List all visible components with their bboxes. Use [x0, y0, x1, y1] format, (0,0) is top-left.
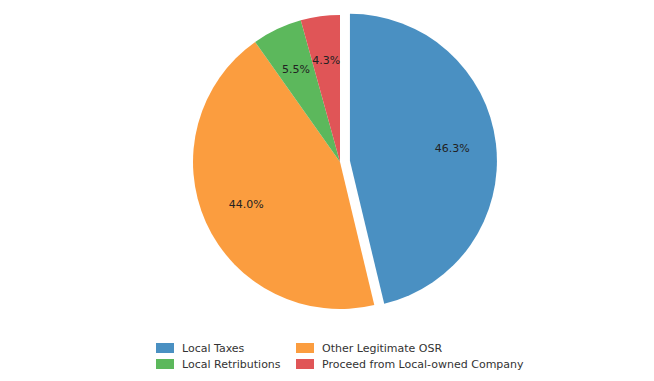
legend-swatch — [296, 343, 314, 353]
legend-swatch — [156, 359, 174, 369]
legend-label: Other Legitimate OSR — [322, 342, 443, 355]
pie: 46.3% 44.0% 5.5%4.3% — [193, 14, 497, 309]
legend-item: Local Retributions — [156, 358, 281, 371]
pie-slice — [350, 14, 497, 304]
legend-label: Proceed from Local-owned Company — [322, 358, 524, 371]
legend-label: Local Retributions — [182, 358, 281, 371]
legend-item: Other Legitimate OSR — [296, 342, 443, 355]
legend-swatch — [156, 343, 174, 353]
data-label: 4.3% — [312, 54, 340, 67]
legend-label: Local Taxes — [182, 342, 245, 355]
legend-swatch — [296, 359, 314, 369]
legend-item: Proceed from Local-owned Company — [296, 358, 524, 371]
data-label: 44.0% — [229, 198, 264, 211]
legend: Local Taxes Other Legitimate OSR Local Ret… — [156, 342, 524, 371]
data-label: 5.5% — [282, 63, 310, 76]
pie-slice — [301, 15, 340, 162]
data-label: 46.3% — [435, 142, 470, 155]
legend-item: Local Taxes — [156, 342, 245, 355]
chart: 46.3% 44.0% 5.5%4.3% Local Taxes Other Legit… — [0, 0, 654, 381]
